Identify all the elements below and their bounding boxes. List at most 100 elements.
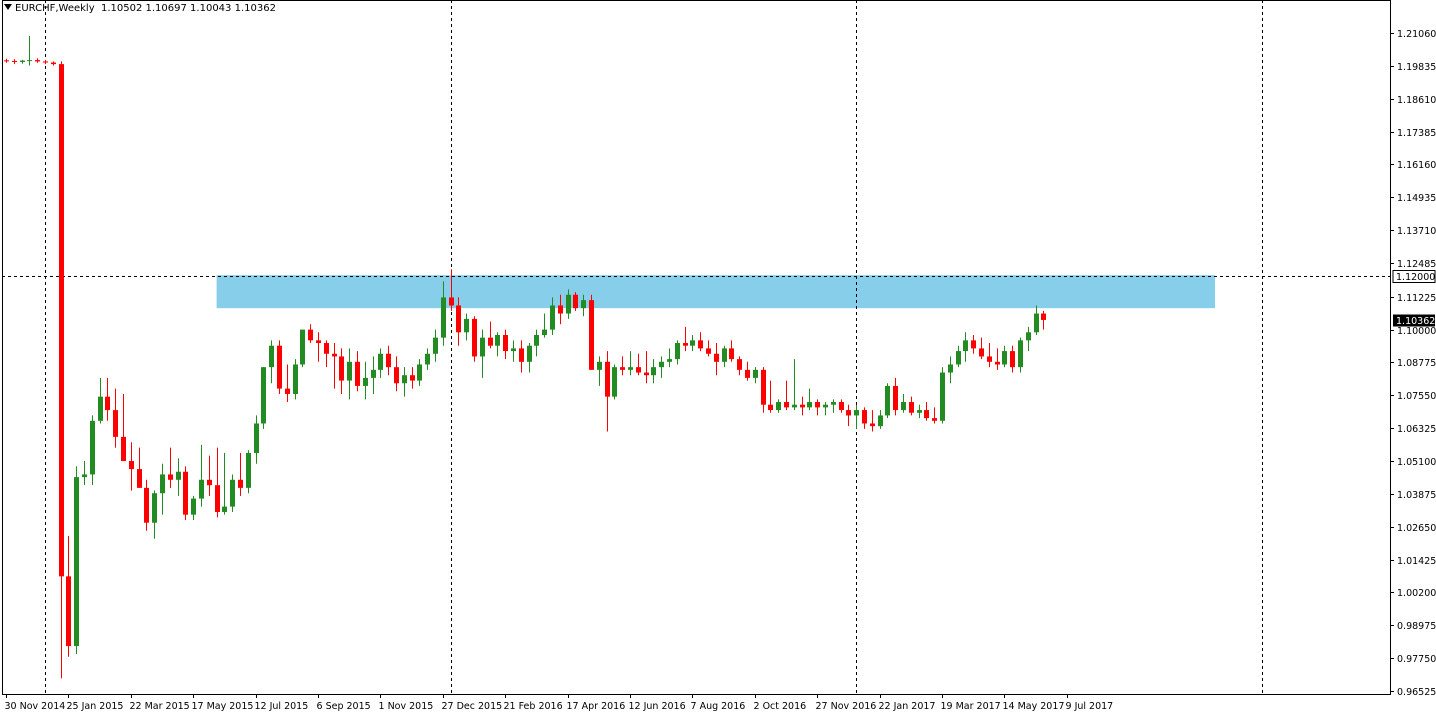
bull-candle bbox=[191, 498, 196, 515]
bear-candle bbox=[129, 461, 134, 470]
bear-candle bbox=[846, 410, 851, 416]
bull-candle bbox=[1018, 340, 1023, 368]
candles-group bbox=[4, 35, 1046, 679]
bear-candle bbox=[168, 474, 173, 480]
bull-candle bbox=[675, 343, 680, 360]
bear-candle bbox=[737, 359, 742, 370]
bull-candle bbox=[1026, 332, 1031, 341]
bear-candle bbox=[316, 340, 321, 344]
bear-candle bbox=[339, 356, 344, 381]
bull-candle bbox=[534, 334, 539, 346]
time-label: 30 Nov 2014 bbox=[5, 701, 66, 712]
hline-price-tag bbox=[1392, 270, 1436, 283]
time-label: 6 Sep 2015 bbox=[317, 701, 371, 712]
bear-candle bbox=[394, 367, 399, 384]
price-label: 1.17385 bbox=[1397, 128, 1436, 139]
bear-candle bbox=[59, 64, 64, 577]
bear-candle bbox=[503, 334, 508, 352]
bull-candle bbox=[722, 348, 727, 362]
bear-candle bbox=[144, 487, 149, 523]
bull-candle bbox=[807, 402, 812, 408]
bull-candle bbox=[597, 361, 602, 370]
bear-candle bbox=[113, 410, 118, 437]
bull-candle bbox=[402, 375, 407, 384]
time-label: 19 Mar 2017 bbox=[941, 701, 1001, 712]
bid-price-tag-label: 1.10362 bbox=[1396, 316, 1435, 327]
price-label: 0.97750 bbox=[1397, 654, 1436, 665]
bull-candle bbox=[363, 377, 368, 386]
bull-candle bbox=[667, 359, 672, 362]
bear-candle bbox=[12, 60, 17, 62]
bear-candle bbox=[893, 385, 898, 411]
bear-candle bbox=[51, 62, 56, 65]
bear-candle bbox=[971, 340, 976, 349]
bull-candle bbox=[293, 364, 298, 394]
bear-candle bbox=[238, 479, 243, 488]
time-label: 2 Oct 2016 bbox=[754, 701, 807, 712]
bear-candle bbox=[410, 375, 415, 381]
bull-candle bbox=[792, 404, 797, 408]
time-label: 25 Jan 2015 bbox=[67, 701, 124, 712]
bear-candle bbox=[605, 361, 610, 397]
price-label: 1.16160 bbox=[1397, 160, 1436, 171]
bull-candle bbox=[878, 415, 883, 427]
bear-candle bbox=[207, 479, 212, 486]
bull-candle bbox=[269, 345, 274, 368]
bull-candle bbox=[74, 477, 79, 647]
time-label: 22 Jan 2017 bbox=[879, 701, 936, 712]
bull-candle bbox=[425, 353, 430, 365]
bear-candle bbox=[472, 318, 477, 357]
bear-candle bbox=[839, 402, 844, 411]
bear-candle bbox=[215, 485, 220, 512]
time-label: 27 Nov 2016 bbox=[816, 701, 877, 712]
bear-candle bbox=[456, 305, 461, 333]
price-label: 1.03875 bbox=[1397, 490, 1436, 501]
bull-candle bbox=[940, 372, 945, 421]
dropdown-triangle-icon[interactable] bbox=[4, 4, 12, 10]
bear-candle bbox=[932, 418, 937, 421]
bull-candle bbox=[378, 353, 383, 370]
bull-candle bbox=[495, 334, 500, 346]
bull-candle bbox=[511, 348, 516, 352]
resistance-zone bbox=[216, 275, 1216, 309]
bull-candle bbox=[963, 340, 968, 352]
bear-candle bbox=[308, 329, 313, 341]
bear-candle bbox=[784, 402, 789, 408]
bear-candle bbox=[519, 348, 524, 362]
bull-candle bbox=[659, 361, 664, 368]
bull-candle bbox=[20, 60, 25, 62]
bear-candle bbox=[277, 345, 282, 389]
bear-candle bbox=[121, 436, 126, 462]
bull-candle bbox=[527, 345, 532, 362]
bear-candle bbox=[4, 60, 9, 62]
price-label: 1.01425 bbox=[1397, 556, 1436, 567]
price-label: 1.07550 bbox=[1397, 391, 1436, 402]
bear-candle bbox=[1041, 313, 1046, 320]
bear-candle bbox=[573, 294, 578, 309]
bull-candle bbox=[98, 396, 103, 421]
time-label: 12 Jun 2016 bbox=[629, 701, 686, 712]
bull-candle bbox=[854, 410, 859, 416]
price-label: 1.02650 bbox=[1397, 523, 1436, 534]
bear-candle bbox=[714, 353, 719, 362]
time-label: 21 Feb 2016 bbox=[504, 701, 563, 712]
price-label: 1.13710 bbox=[1397, 226, 1436, 237]
bull-candle bbox=[152, 493, 157, 523]
bear-candle bbox=[105, 396, 110, 411]
price-label: 1.18610 bbox=[1397, 95, 1436, 106]
hline-price-tag-label: 1.12000 bbox=[1396, 272, 1435, 283]
bear-candle bbox=[324, 343, 329, 354]
bull-candle bbox=[690, 340, 695, 346]
chart-title: EURCHF,Weekly 1.10502 1.10697 1.10043 1.… bbox=[4, 3, 276, 14]
bull-candle bbox=[628, 367, 633, 370]
bull-candle bbox=[160, 474, 165, 494]
price-label: 1.10000 bbox=[1397, 326, 1436, 337]
bull-candle bbox=[612, 367, 617, 397]
time-label: 17 May 2015 bbox=[192, 701, 254, 712]
bear-candle bbox=[1010, 351, 1015, 368]
time-label: 12 Jul 2015 bbox=[255, 701, 309, 712]
price-label: 1.08775 bbox=[1397, 358, 1436, 369]
bull-candle bbox=[550, 305, 555, 330]
bull-candle bbox=[948, 364, 953, 373]
